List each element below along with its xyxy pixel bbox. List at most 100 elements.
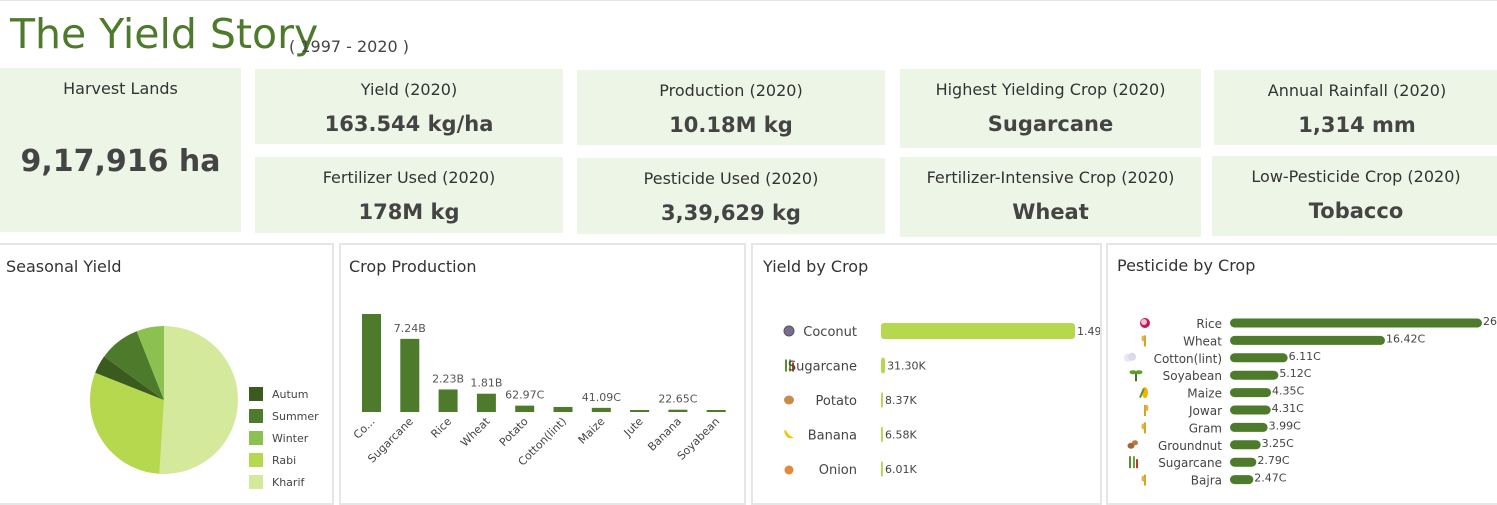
category-label: Coconut bbox=[803, 325, 857, 340]
bar-bajra bbox=[1230, 475, 1254, 485]
category-label: Rice bbox=[1196, 317, 1222, 331]
legend-label: Summer bbox=[272, 410, 319, 423]
kpi-value: 10.18M kg bbox=[669, 113, 793, 137]
onion-icon bbox=[784, 465, 794, 475]
data-label: 3.99C bbox=[1269, 419, 1301, 432]
category-label: Gram bbox=[1189, 421, 1222, 435]
tick-label: Co... bbox=[351, 415, 378, 442]
rice-icon bbox=[1140, 318, 1150, 328]
data-label: 22.65C bbox=[658, 393, 697, 406]
data-label: 2.47C bbox=[1254, 472, 1286, 485]
panel-seasonal-yield: Seasonal Yield Autum Summer Winter Rabi Khar… bbox=[0, 243, 334, 505]
bar-sugarcane bbox=[1230, 457, 1257, 467]
kpi-harvest-lands: Harvest Lands 9,17,916 ha bbox=[0, 68, 241, 232]
data-label: 16.42C bbox=[1386, 332, 1425, 345]
bar-sugarcane bbox=[400, 338, 420, 412]
tick-label: Wheat bbox=[458, 414, 493, 449]
kpi-yield: Yield (2020) 163.544 kg/ha bbox=[255, 69, 563, 144]
category-label: Sugarcane bbox=[1158, 456, 1222, 470]
kpi-value: Sugarcane bbox=[987, 112, 1114, 136]
kpi-value: 163.544 kg/ha bbox=[324, 112, 494, 136]
page-subtitle: ( 1997 - 2020 ) bbox=[289, 37, 410, 56]
bar-coconut bbox=[881, 323, 1075, 339]
kpi-rainfall: Annual Rainfall (2020) 1,314 mm bbox=[1214, 70, 1497, 145]
bar-wheat bbox=[1230, 335, 1385, 345]
gram-icon bbox=[1141, 422, 1146, 434]
bar-maize bbox=[591, 407, 611, 412]
data-label: 8.37K bbox=[885, 394, 917, 407]
panel-title: Yield by Crop bbox=[763, 257, 869, 276]
legend-swatch-rabi bbox=[249, 453, 263, 467]
tick-label: Banana bbox=[645, 415, 684, 454]
tick-label: Jute bbox=[621, 415, 646, 440]
kpi-label: Yield (2020) bbox=[360, 80, 458, 99]
kpi-label: Production (2020) bbox=[659, 81, 803, 100]
data-label: 1.81B bbox=[470, 377, 502, 390]
category-label: Onion bbox=[819, 463, 857, 478]
seasonal-pie-chart: Autum Summer Winter Rabi Kharif bbox=[90, 326, 319, 489]
bar-sugarcane bbox=[881, 357, 886, 374]
bar-soyabean bbox=[1230, 370, 1279, 380]
bar-wheat bbox=[476, 393, 496, 412]
pie-slice-summer bbox=[104, 331, 164, 400]
bar-gram bbox=[1230, 422, 1268, 432]
data-label: 26.7 bbox=[1483, 315, 1497, 328]
pie-slice-winter bbox=[136, 326, 164, 400]
data-label: 6.01K bbox=[885, 463, 917, 476]
bar-cottonlint bbox=[1230, 353, 1288, 363]
category-label: Maize bbox=[1187, 387, 1222, 401]
page-title: The Yield Story bbox=[10, 10, 319, 58]
bar-cotton(lint) bbox=[553, 406, 573, 412]
kpi-label: Harvest Lands bbox=[63, 79, 178, 98]
bar-potato bbox=[881, 392, 883, 408]
kpi-value: 178M kg bbox=[358, 200, 460, 224]
bar-potato bbox=[515, 405, 535, 412]
sugarcane-icon bbox=[785, 359, 794, 372]
category-label: Banana bbox=[808, 429, 857, 444]
tick-label: Maize bbox=[576, 415, 608, 447]
pesticide-bar-chart: Rice 26.7 Wheat 16.42C Cotton(lint) 6.11C Soya… bbox=[1124, 315, 1497, 488]
bar-onion bbox=[881, 461, 883, 477]
kpi-value: 3,39,629 kg bbox=[661, 201, 801, 225]
data-label: 3.25C bbox=[1262, 437, 1294, 450]
banana-icon bbox=[784, 430, 794, 439]
bar-soyabean bbox=[706, 410, 726, 412]
tick-label: Potato bbox=[497, 415, 531, 449]
data-label: 7.24B bbox=[394, 322, 426, 335]
data-label: 2.23B bbox=[432, 372, 464, 385]
bar-groundnut bbox=[1230, 440, 1261, 450]
data-label: 4.35C bbox=[1272, 385, 1304, 398]
legend-label: Rabi bbox=[272, 454, 296, 467]
category-label: Soyabean bbox=[1163, 369, 1222, 383]
panel-yield-by-crop: Yield by Crop Coconut 1.49 Sugarcane 31.30K… bbox=[751, 243, 1102, 505]
category-label: Bajra bbox=[1191, 474, 1222, 488]
panel-crop-production: Crop Production Co... 7.24B Sugarcane 2.23B… bbox=[339, 243, 746, 505]
coconut-icon bbox=[783, 325, 795, 337]
kpi-value: 1,314 mm bbox=[1298, 113, 1416, 137]
legend-swatch-summer bbox=[249, 409, 263, 423]
kpi-label: Annual Rainfall (2020) bbox=[1267, 81, 1447, 100]
legend-swatch-autum bbox=[249, 387, 263, 401]
kpi-label: Low-Pesticide Crop (2020) bbox=[1251, 167, 1461, 186]
yield-bar-chart: Coconut 1.49 Sugarcane 31.30K Potato 8.37K Ban… bbox=[783, 323, 1100, 478]
legend-label: Winter bbox=[272, 432, 309, 445]
sugarcane-icon bbox=[1129, 456, 1138, 469]
kpi-low-pesticide-crop: Low-Pesticide Crop (2020) Tobacco bbox=[1212, 156, 1497, 236]
kpi-label: Fertilizer Used (2020) bbox=[322, 168, 496, 187]
kpi-highest-crop: Highest Yielding Crop (2020) Sugarcane bbox=[900, 69, 1201, 148]
bar-banana bbox=[668, 409, 688, 412]
legend-label: Kharif bbox=[272, 476, 306, 489]
data-label: 6.11C bbox=[1289, 350, 1321, 363]
maize-icon bbox=[1139, 387, 1148, 399]
bar-co... bbox=[362, 314, 381, 412]
kpi-label: Fertilizer-Intensive Crop (2020) bbox=[926, 168, 1175, 187]
legend-label: Autum bbox=[272, 388, 309, 401]
legend-swatch-winter bbox=[249, 431, 263, 445]
panel-title: Pesticide by Crop bbox=[1117, 256, 1256, 275]
kpi-pesticide: Pesticide Used (2020) 3,39,629 kg bbox=[577, 158, 885, 234]
jowar-icon bbox=[1144, 405, 1149, 416]
production-bar-chart: Co...7.24BSugarcane2.23BRice1.81BWheat62… bbox=[351, 314, 726, 468]
bajra-icon bbox=[1141, 474, 1146, 486]
data-label: 6.58K bbox=[885, 429, 917, 442]
data-label: 4.31C bbox=[1272, 402, 1304, 415]
